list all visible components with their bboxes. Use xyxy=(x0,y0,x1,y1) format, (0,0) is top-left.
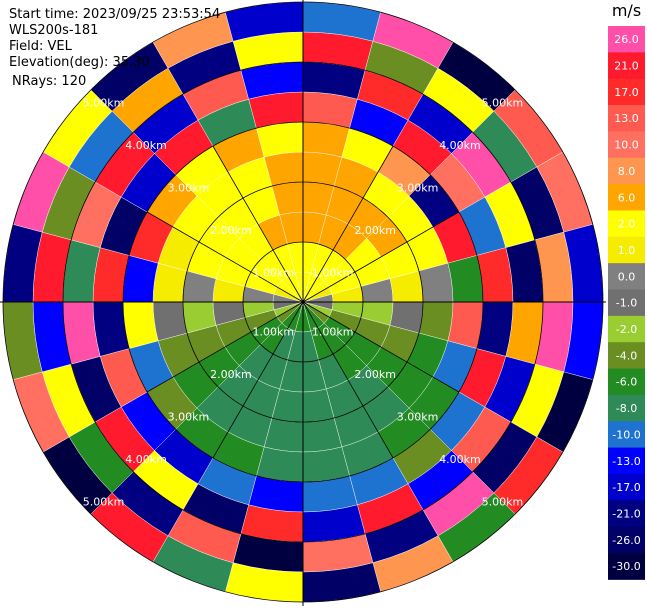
range-ring xyxy=(182,181,424,423)
ring-label: 4.00km xyxy=(439,453,481,466)
colorbar: m/s 26.0 21.0 17.0 13.0 10.0 8.0 6.0 2.0 1.0 0.0 -1… xyxy=(608,1,645,580)
ring-label: 5.00km xyxy=(482,495,524,508)
ring-label: 4.00km xyxy=(439,139,481,152)
range-ring xyxy=(62,61,544,543)
colorbar-swatch xyxy=(608,131,645,159)
ring-label: 1.00km xyxy=(253,266,295,279)
velocity-cell xyxy=(122,255,159,303)
ring-label: 4.00km xyxy=(125,139,167,152)
colorbar-label: -17.0 xyxy=(612,481,640,494)
header-line: Elevation(deg): 35.30 xyxy=(9,55,150,70)
ring-label: 5.00km xyxy=(83,97,125,110)
velocity-cell xyxy=(447,255,484,303)
colorbar-swatch xyxy=(608,553,645,580)
colorbar-label: 1.0 xyxy=(618,244,636,257)
colorbar-label: 21.0 xyxy=(614,60,639,73)
colorbar-swatch xyxy=(608,263,645,290)
range-rings xyxy=(0,0,606,606)
spoke xyxy=(302,301,394,459)
ring-label: 1.00km xyxy=(312,326,354,339)
colorbar-label: -21.0 xyxy=(612,507,640,520)
velocity-cell xyxy=(122,301,159,349)
colorbar-swatch xyxy=(608,447,645,475)
colorbar-swatch xyxy=(608,526,645,554)
header-line: Start time: 2023/09/25 23:53:54 xyxy=(9,7,220,22)
colorbar-swatch xyxy=(608,368,645,396)
colorbar-swatch xyxy=(608,289,645,317)
colorbar-swatch xyxy=(608,210,645,238)
colorbar-swatch xyxy=(608,342,645,370)
ring-label: 5.00km xyxy=(83,495,125,508)
ring-label: 2.00km xyxy=(354,224,396,237)
colorbar-swatch xyxy=(608,52,645,80)
colorbar-swatch xyxy=(608,236,645,264)
spoke xyxy=(302,145,394,303)
ring-label: 4.00km xyxy=(125,453,167,466)
colorbar-title: m/s xyxy=(612,1,641,20)
colorbar-label: 10.0 xyxy=(614,139,639,152)
velocity-cell xyxy=(256,446,304,483)
colorbar-swatch xyxy=(608,78,645,106)
spoke xyxy=(146,211,304,303)
colorbar-label: -26.0 xyxy=(612,534,640,547)
ring-label: 2.00km xyxy=(210,224,252,237)
colorbar-label: 13.0 xyxy=(614,112,639,125)
ring-label: 3.00km xyxy=(168,411,210,424)
spoke xyxy=(212,145,304,303)
spoke xyxy=(302,211,460,303)
ring-label: 3.00km xyxy=(397,411,439,424)
colorbar-swatch xyxy=(608,473,645,501)
ring-label: 1.00km xyxy=(312,266,354,279)
colorbar-swatch xyxy=(608,500,645,528)
spoke xyxy=(302,301,460,393)
velocity-cell xyxy=(256,121,304,158)
velocity-cell xyxy=(302,446,350,483)
ring-label: 1.00km xyxy=(253,326,295,339)
header-line: NRays: 120 xyxy=(12,74,86,89)
colorbar-label: -30.0 xyxy=(612,560,640,573)
colorbar-swatch xyxy=(608,105,645,132)
ring-label: 3.00km xyxy=(168,181,210,194)
header-line: WLS200s-181 xyxy=(9,23,98,38)
range-ring xyxy=(2,1,604,603)
colorbar-swatch xyxy=(608,421,645,449)
velocity-cell xyxy=(447,301,484,349)
colorbar-label: 17.0 xyxy=(614,86,639,99)
colorbar-label: 8.0 xyxy=(618,165,636,178)
velocity-field xyxy=(2,1,604,603)
colorbar-label: -10.0 xyxy=(612,428,640,441)
colorbar-label: -13.0 xyxy=(612,455,640,468)
colorbar-label: 2.0 xyxy=(618,218,636,231)
range-ring xyxy=(122,121,484,483)
header-line: Field: VEL xyxy=(9,39,73,54)
ring-label: 3.00km xyxy=(397,181,439,194)
spoke xyxy=(212,301,304,459)
colorbar-label: -2.0 xyxy=(616,323,637,336)
colorbar-label: -8.0 xyxy=(616,402,637,415)
colorbar-label: -1.0 xyxy=(616,297,637,310)
colorbar-label: -4.0 xyxy=(616,349,637,362)
ring-label: 2.00km xyxy=(354,368,396,381)
colorbar-swatch xyxy=(608,184,645,211)
range-ring xyxy=(242,241,364,363)
colorbar-label: 26.0 xyxy=(614,33,639,46)
colorbar-swatch xyxy=(608,157,645,185)
colorbar-swatch xyxy=(608,26,645,53)
colorbar-swatch xyxy=(608,315,645,343)
colorbar-label: 6.0 xyxy=(618,191,636,204)
velocity-cell xyxy=(302,121,350,158)
labels: 1.00km 1.00km 1.00km 1.00km 2.00km 2.00km 2.00… xyxy=(9,7,523,508)
ring-label: 2.00km xyxy=(210,368,252,381)
spoke xyxy=(146,301,304,393)
colorbar-label: 0.0 xyxy=(618,270,636,283)
colorbar-swatch xyxy=(608,394,645,422)
ring-label: 5.00km xyxy=(482,97,524,110)
colorbar-label: -6.0 xyxy=(616,376,637,389)
